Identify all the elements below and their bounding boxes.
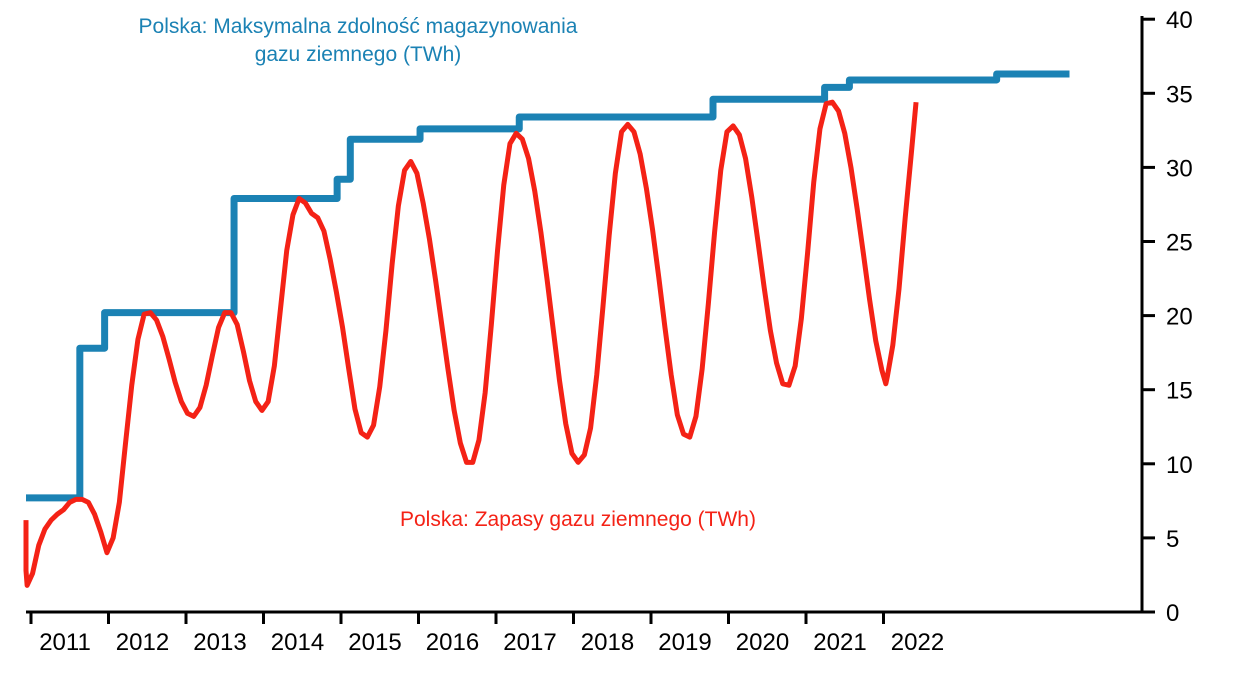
x-tick-label: 2020 xyxy=(736,629,789,656)
red-series-label: Polska: Zapasy gazu ziemnego (TWh) xyxy=(400,508,756,531)
series-line-capacity xyxy=(26,70,1070,502)
x-tick-label: 2017 xyxy=(503,629,556,656)
y-tick-label: 5 xyxy=(1166,526,1179,553)
x-tick-label: 2011 xyxy=(39,629,91,656)
series-group xyxy=(23,70,1070,588)
x-tick-label: 2014 xyxy=(271,629,324,656)
x-tick-group: 2011 2012 2013 2014 2015 2016 2017 2018 2019 2020… xyxy=(29,612,944,656)
y-tick-label: 40 xyxy=(1166,7,1193,34)
axis-group xyxy=(26,16,1144,614)
blue-series-label: Polska: Maksymalna zdolność magazynowani… xyxy=(139,15,578,66)
y-tick-label: 30 xyxy=(1166,155,1193,182)
y-tick-label: 35 xyxy=(1166,81,1193,108)
y-tick-label: 25 xyxy=(1166,230,1193,257)
x-tick-label: 2021 xyxy=(813,629,866,656)
y-tick-label: 20 xyxy=(1166,304,1193,331)
x-tick-label: 2022 xyxy=(891,629,944,656)
series-line-stocks xyxy=(23,99,919,588)
x-tick-label: 2012 xyxy=(116,629,169,656)
y-tick-label: 15 xyxy=(1166,378,1193,405)
x-tick-label: 2019 xyxy=(658,629,711,656)
x-tick-label: 2015 xyxy=(348,629,401,656)
y-tick-label: 0 xyxy=(1166,600,1179,627)
x-tick-label: 2018 xyxy=(581,629,634,656)
y-tick-group: 0 5 10 15 20 25 30 35 40 xyxy=(1142,7,1193,627)
x-tick-label: 2016 xyxy=(426,629,479,656)
x-tick-label: 2013 xyxy=(193,629,246,656)
annotation-group: Polska: Maksymalna zdolność magazynowani… xyxy=(139,15,756,531)
y-tick-label: 10 xyxy=(1166,452,1193,479)
